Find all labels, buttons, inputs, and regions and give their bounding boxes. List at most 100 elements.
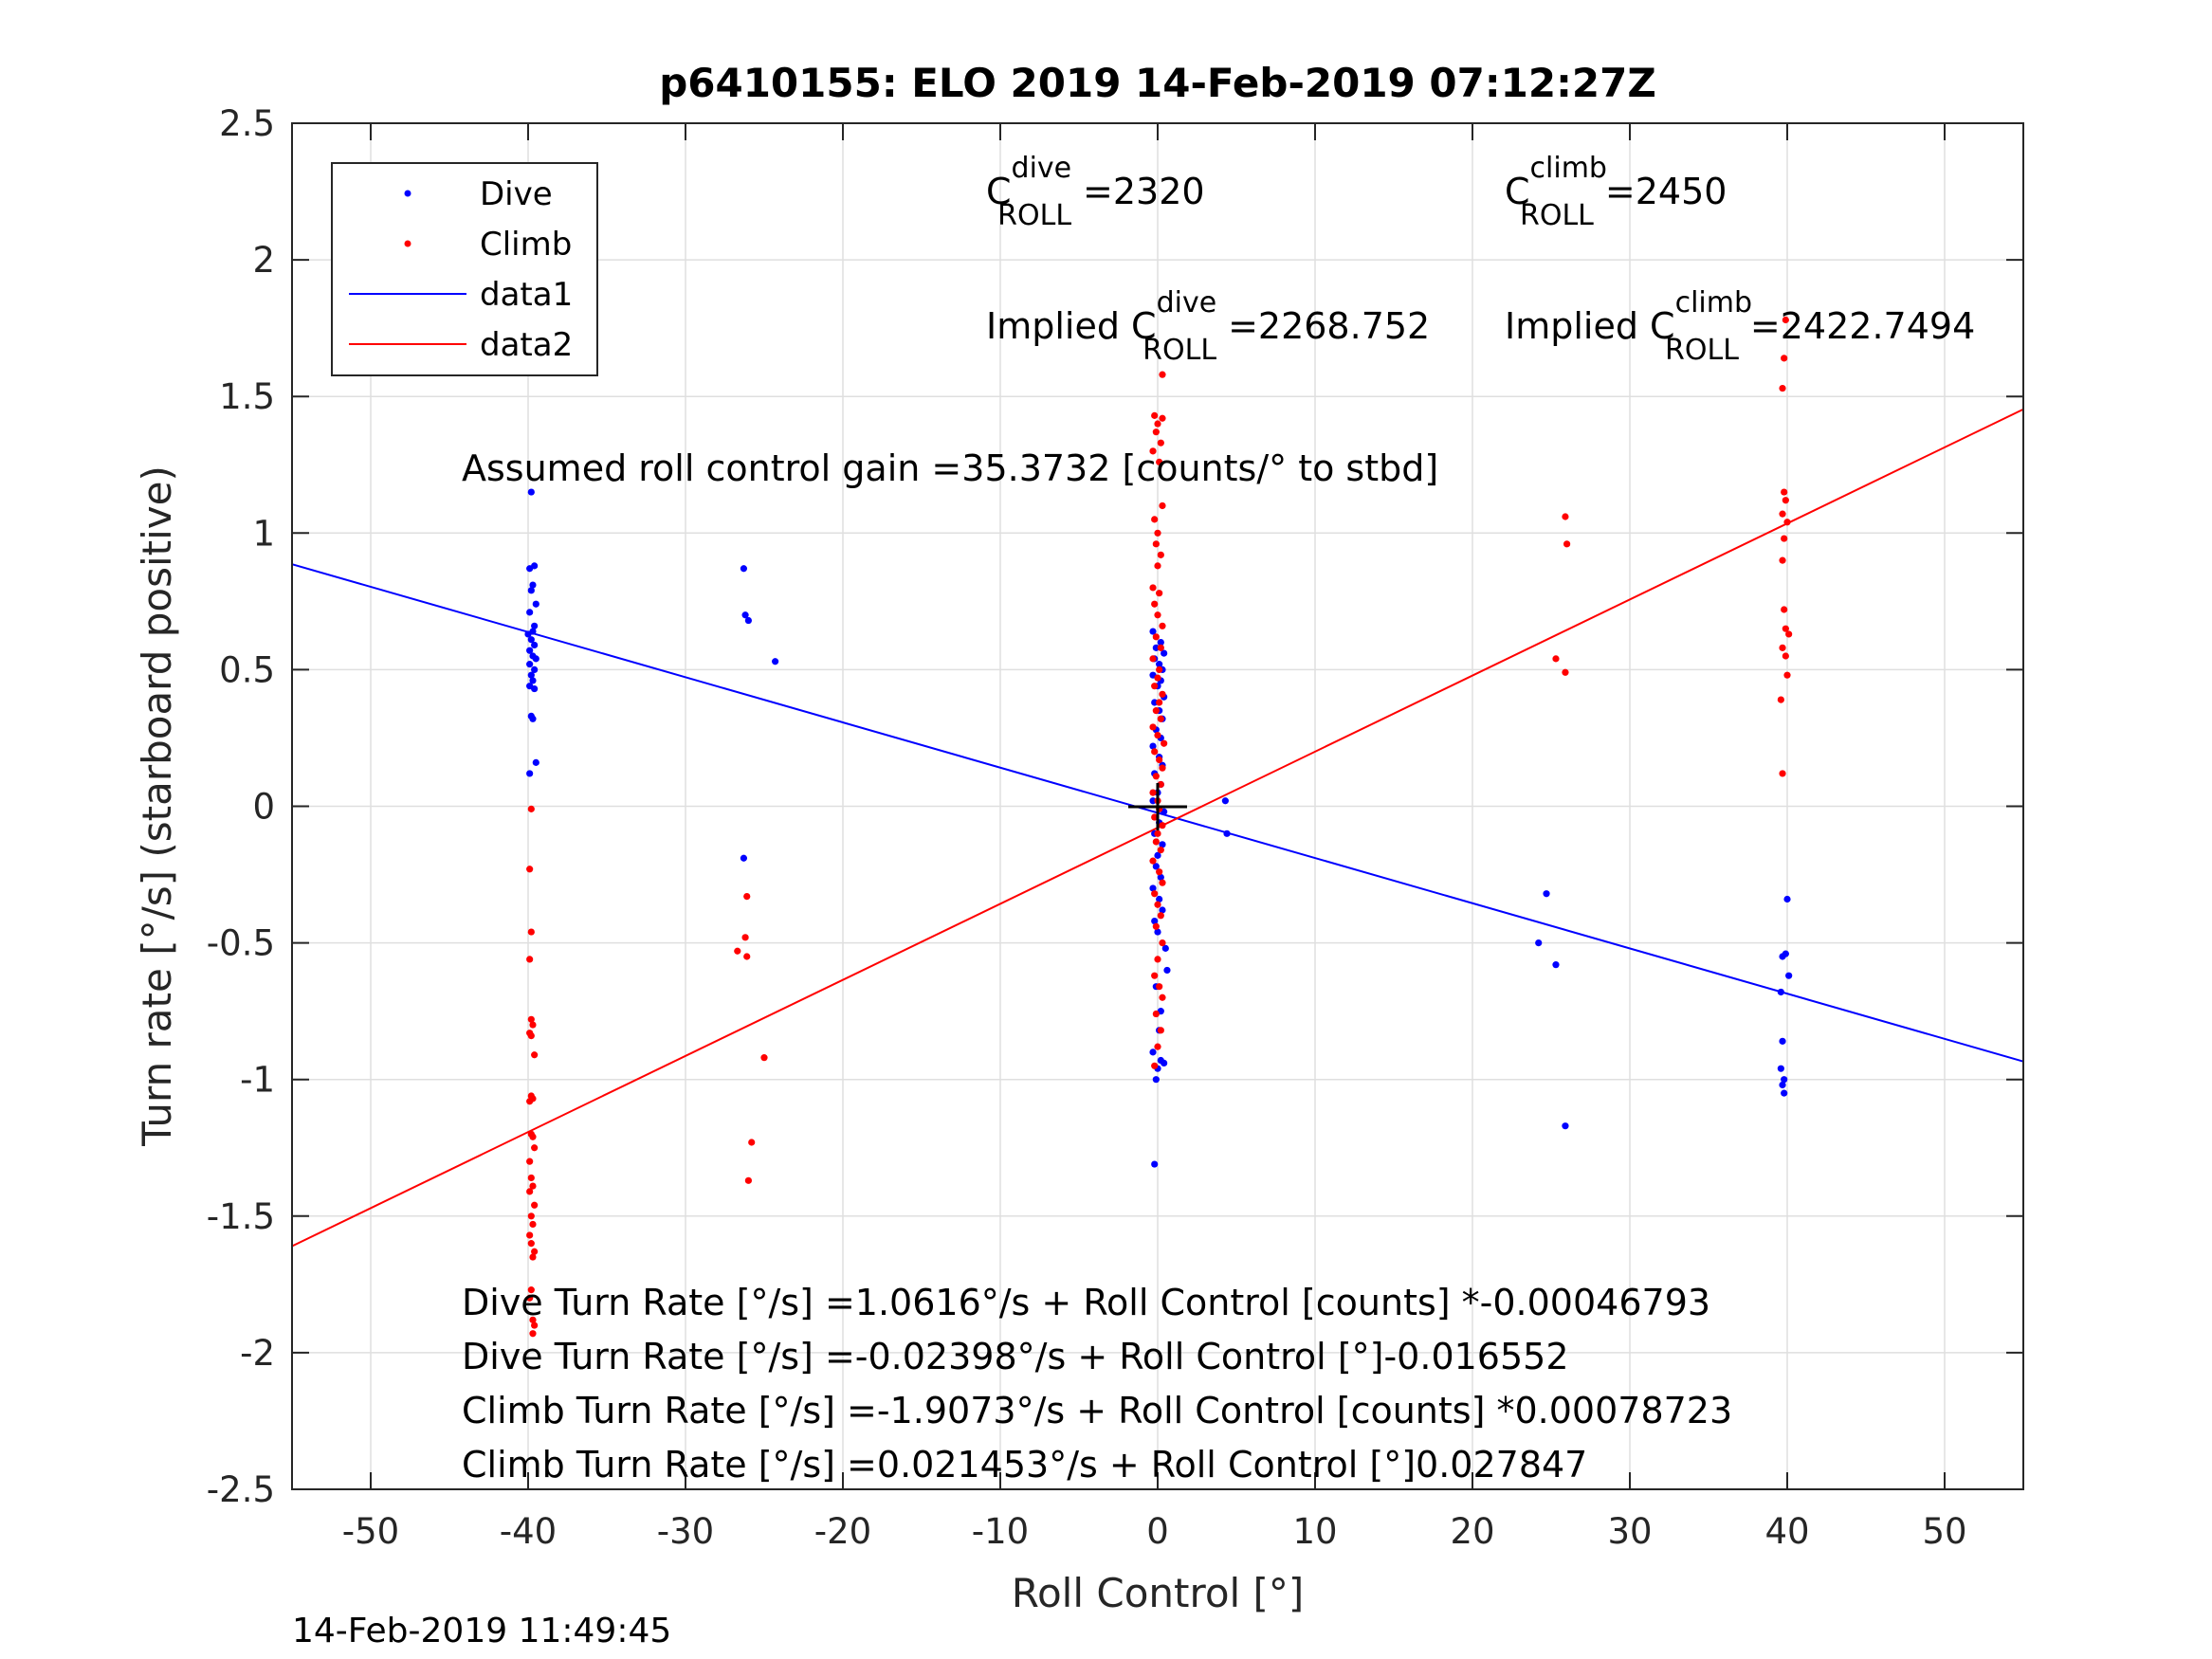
- point-dive: [1779, 1081, 1786, 1089]
- point-dive: [1785, 972, 1793, 979]
- point-dive: [1779, 1037, 1786, 1045]
- plot-frame: [291, 122, 2024, 1490]
- point-dive: [1552, 961, 1560, 969]
- equation-dive-degrees: Dive Turn Rate [°/s] =-0.02398°/s + Roll…: [462, 1336, 1569, 1377]
- point-climb: [1151, 1062, 1159, 1069]
- x-tick-label: 30: [1607, 1511, 1652, 1552]
- y-tick-label: 0.5: [219, 649, 275, 690]
- point-climb: [526, 866, 534, 873]
- point-climb: [1154, 529, 1161, 537]
- legend-label-data2: data2: [480, 326, 573, 364]
- point-climb: [526, 1188, 534, 1195]
- point-climb: [529, 1182, 537, 1190]
- point-dive: [1161, 1059, 1168, 1067]
- point-dive: [1781, 1076, 1788, 1084]
- point-dive: [529, 715, 537, 722]
- point-dive: [529, 677, 537, 684]
- point-dive: [526, 647, 534, 654]
- point-dive: [532, 600, 539, 608]
- point-climb: [1151, 972, 1159, 979]
- point-dive: [531, 641, 539, 649]
- origin-marker: [1128, 783, 1187, 830]
- point-dive: [1149, 797, 1157, 805]
- point-dive: [772, 658, 779, 665]
- annotation-c-climb: Cclimb ROLL=2450: [1505, 152, 1727, 232]
- point-climb: [526, 956, 534, 963]
- point-climb: [531, 1144, 539, 1152]
- annotation-implied-climb: Implied Cclimb ROLL=2422.7494: [1505, 286, 1975, 367]
- x-ticks: -50 -40 -30 -20 -10 0 10 20 30 40 50: [342, 123, 1967, 1552]
- x-tick-label: 20: [1450, 1511, 1494, 1552]
- point-dive: [1779, 953, 1786, 960]
- legend-label-dive: Dive: [480, 175, 553, 213]
- point-climb: [1157, 439, 1164, 447]
- point-climb: [1159, 371, 1166, 378]
- point-climb: [531, 1322, 539, 1329]
- point-dive: [1156, 661, 1163, 668]
- x-tick-label: -50: [342, 1511, 399, 1552]
- point-climb: [527, 1240, 535, 1248]
- equation-dive-counts: Dive Turn Rate [°/s] =1.0616°/s + Roll C…: [462, 1282, 1710, 1323]
- point-dive: [1562, 1122, 1569, 1130]
- point-climb: [1152, 1010, 1160, 1018]
- point-dive: [1154, 851, 1161, 859]
- point-climb: [1152, 428, 1160, 436]
- point-climb: [1779, 384, 1786, 392]
- point-dive: [1149, 1048, 1157, 1056]
- point-dive: [741, 611, 749, 619]
- point-climb: [1562, 513, 1569, 520]
- point-climb: [1781, 355, 1788, 362]
- point-climb: [1157, 847, 1164, 854]
- point-climb: [527, 1212, 535, 1220]
- point-climb: [1562, 668, 1569, 676]
- point-climb: [741, 934, 749, 941]
- point-climb: [1156, 756, 1163, 764]
- point-climb: [527, 1286, 535, 1294]
- point-dive: [1151, 917, 1159, 925]
- point-climb: [1781, 488, 1788, 496]
- point-climb: [1161, 739, 1168, 747]
- annotation-c-dive: Cdive ROLL=2320: [986, 152, 1205, 232]
- point-climb: [744, 1176, 753, 1184]
- y-tick-label: -0.5: [207, 923, 275, 964]
- point-climb: [743, 893, 751, 901]
- point-climb: [527, 928, 535, 936]
- point-dive: [1152, 1076, 1160, 1084]
- point-dive: [1777, 1065, 1784, 1072]
- point-dive: [1781, 1089, 1788, 1097]
- point-climb: [1779, 510, 1786, 518]
- x-tick-label: 10: [1292, 1511, 1337, 1552]
- point-dive: [526, 565, 534, 573]
- point-climb: [1152, 922, 1160, 930]
- point-dive: [1159, 841, 1166, 848]
- point-climb: [1783, 519, 1791, 526]
- point-climb: [1157, 912, 1164, 920]
- legend-marker-dive: [404, 190, 411, 197]
- point-climb: [1157, 551, 1164, 558]
- point-climb: [1156, 699, 1163, 706]
- point-climb: [1781, 535, 1788, 542]
- point-climb: [531, 1248, 539, 1255]
- point-dive: [527, 488, 535, 496]
- x-tick-label: 0: [1146, 1511, 1169, 1552]
- point-climb: [1785, 630, 1793, 638]
- y-tick-label: -1.5: [207, 1196, 275, 1237]
- point-climb: [1151, 516, 1159, 523]
- point-climb: [1151, 600, 1159, 608]
- point-climb: [1159, 764, 1166, 772]
- point-climb: [1156, 868, 1163, 876]
- equation-climb-counts: Climb Turn Rate [°/s] =-1.9073°/s + Roll…: [462, 1390, 1732, 1431]
- point-climb: [531, 1201, 539, 1209]
- point-climb: [527, 805, 535, 812]
- y-tick-label: 0: [252, 787, 275, 828]
- point-dive: [1221, 797, 1229, 805]
- point-climb: [526, 1294, 534, 1302]
- point-climb: [1156, 983, 1163, 991]
- point-dive: [1163, 966, 1171, 975]
- point-climb: [1159, 879, 1166, 886]
- point-climb: [1154, 731, 1161, 739]
- point-dive: [1149, 742, 1157, 750]
- point-climb: [1154, 1043, 1161, 1050]
- point-dive: [740, 854, 748, 862]
